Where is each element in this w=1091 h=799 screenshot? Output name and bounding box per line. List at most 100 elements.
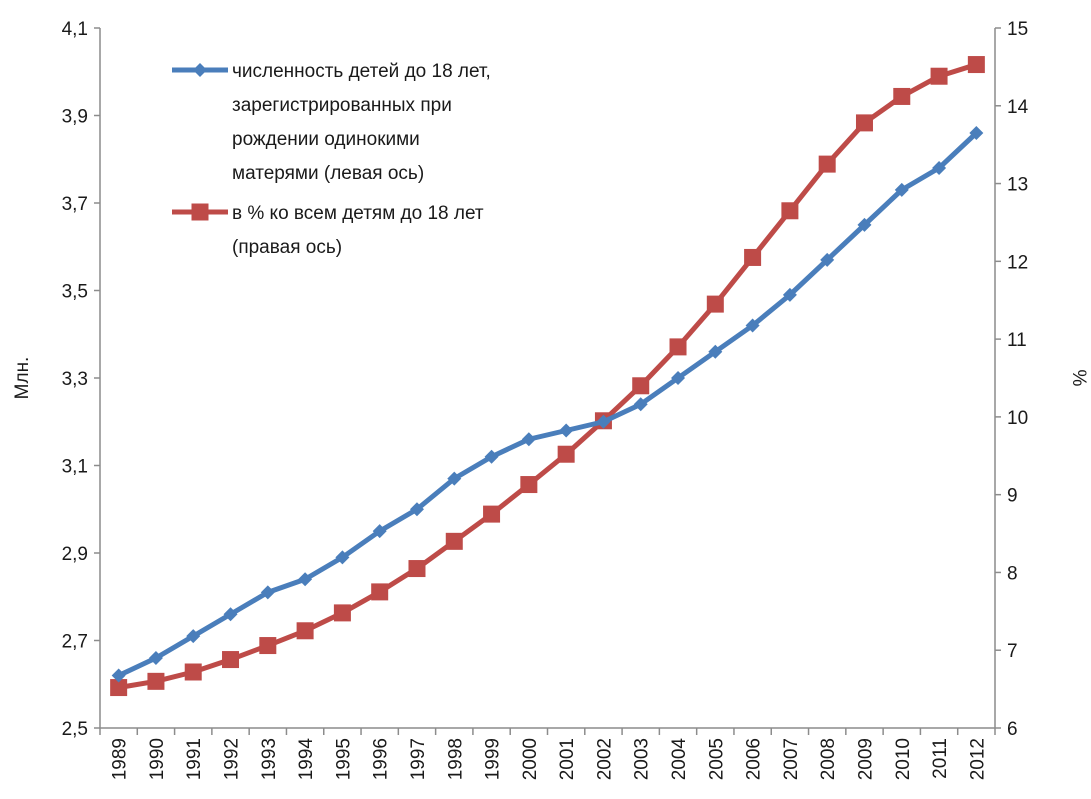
legend-marker (193, 63, 207, 77)
series-point (521, 432, 536, 447)
legend-label-line: (правая ось) (232, 237, 342, 258)
series-point (596, 414, 611, 429)
left-tick-label: 2,9 (62, 544, 88, 565)
left-axis-title: Млн. (12, 357, 33, 400)
left-tick-label: 4,1 (62, 19, 88, 40)
right-tick-label: 9 (1007, 486, 1018, 507)
series-point (372, 524, 387, 539)
x-tick-label: 2000 (520, 738, 541, 780)
series-line (116, 130, 979, 678)
series-point (894, 182, 909, 197)
x-tick-label: 1991 (184, 738, 205, 780)
right-axis-ticks: 6 7 8 9 10 11 12 13 14 15 (995, 19, 1029, 740)
series-point (708, 344, 723, 359)
right-tick-label: 10 (1007, 408, 1028, 429)
x-tick-label: 1995 (333, 738, 354, 780)
series-point (110, 679, 128, 697)
series-point (893, 87, 911, 105)
series-point (111, 668, 126, 683)
x-tick-label: 2007 (781, 738, 802, 780)
series-point (969, 126, 984, 140)
x-tick-label: 1996 (371, 738, 392, 780)
x-tick-label: 1997 (408, 738, 429, 780)
series-point (820, 252, 835, 267)
series-point (855, 114, 873, 132)
series-2 (110, 56, 985, 697)
legend-marker (191, 203, 209, 221)
series (110, 56, 985, 697)
series-1 (111, 126, 984, 683)
series-point (632, 377, 650, 395)
x-tick-label: 2004 (669, 738, 690, 781)
left-tick-label: 3,7 (62, 194, 88, 215)
series-point (669, 338, 687, 356)
left-axis-ticks: 2,5 2,7 2,9 3,1 3,3 3,5 3,7 3,9 4,1 (62, 19, 100, 740)
series-point (706, 295, 724, 313)
left-tick-label: 3,5 (62, 282, 88, 303)
x-tick-label: 1999 (483, 738, 504, 780)
series-point (633, 397, 648, 412)
series-point (184, 663, 202, 681)
series-point (857, 217, 872, 232)
x-tick-label: 2002 (594, 738, 615, 780)
series-point (298, 572, 313, 587)
series-point (186, 629, 201, 644)
x-tick-label: 1994 (296, 738, 317, 781)
left-tick-label: 2,7 (62, 632, 88, 653)
x-tick-label: 2005 (706, 738, 727, 780)
series-point (333, 604, 351, 622)
legend-label-line: рождении одинокими (232, 129, 420, 150)
series-point (932, 161, 947, 175)
right-tick-label: 13 (1007, 175, 1028, 196)
series-point (559, 423, 574, 438)
series-point (745, 318, 760, 333)
legend-label-line: численность детей до 18 лет, (232, 61, 491, 82)
legend-label-line: в % ко всем детям до 18 лет (232, 203, 484, 224)
legend-label-line: матерями (левая ось) (232, 163, 424, 184)
right-tick-label: 7 (1007, 641, 1018, 662)
right-tick-label: 8 (1007, 563, 1018, 584)
x-tick-label: 1989 (110, 738, 131, 780)
series-point (371, 583, 389, 601)
left-tick-label: 3,3 (62, 369, 88, 390)
x-tick-label: 1990 (147, 738, 168, 780)
series-point (335, 550, 350, 565)
legend-entry-1: численность детей до 18 лет, зарегистриро… (172, 61, 491, 184)
left-tick-label: 3,1 (62, 457, 88, 478)
legend-label-line: зарегистрированных при (232, 95, 452, 116)
right-tick-label: 11 (1007, 330, 1027, 351)
right-tick-label: 14 (1007, 97, 1029, 118)
right-tick-label: 12 (1007, 252, 1028, 273)
x-tick-label: 1998 (445, 738, 466, 780)
series-point (484, 449, 499, 464)
series-point (520, 476, 538, 494)
series-point (222, 651, 240, 669)
x-tick-label: 2006 (744, 738, 765, 780)
series-point (445, 532, 463, 550)
x-tick-label: 2011 (930, 738, 951, 779)
series-line (116, 62, 979, 691)
series-point (671, 371, 686, 385)
series-point (818, 155, 836, 173)
series-point (259, 637, 277, 655)
x-tick-label: 2009 (855, 738, 876, 780)
x-tick-label: 1993 (259, 738, 280, 780)
x-tick-label: 2001 (557, 738, 578, 780)
left-tick-label: 2,5 (62, 719, 88, 740)
x-tick-label: 1992 (222, 738, 243, 780)
series-point (781, 202, 799, 220)
series-point (223, 607, 238, 622)
series-point (782, 287, 797, 302)
series-point (409, 502, 424, 517)
right-tick-label: 6 (1007, 719, 1018, 740)
x-tick-label: 2012 (967, 738, 988, 780)
x-tick-label: 2003 (632, 738, 653, 780)
right-axis-title: % (1068, 370, 1089, 387)
series-point (483, 505, 501, 523)
x-axis-ticks: 1989 1990 1991 1992 1993 1994 1995 1996 1997 1998… (99, 728, 996, 781)
series-point (557, 445, 575, 463)
x-tick-label: 2010 (893, 738, 914, 780)
x-tick-label: 2008 (818, 738, 839, 780)
legend: численность детей до 18 лет, зарегистриро… (172, 61, 491, 258)
